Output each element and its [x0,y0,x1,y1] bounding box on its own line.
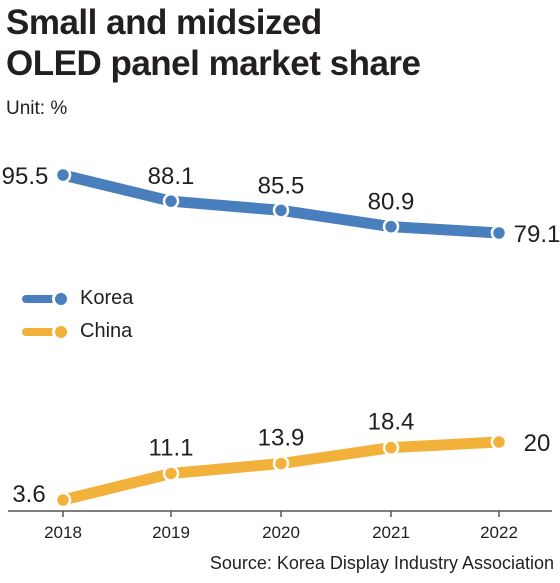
legend-swatch-china [22,322,72,341]
data-point-china-2021 [382,439,400,456]
data-point-korea-2020 [272,202,290,219]
data-point-china-2020 [272,455,290,472]
legend-line-korea [22,294,58,303]
data-label-korea-2020: 85.5 [258,172,305,199]
data-label-korea-2022: 79.1 [514,221,560,248]
unit-label: Unit: % [6,98,68,119]
source-note: Source: Korea Display Industry Associati… [209,553,554,573]
legend-label-korea: Korea [80,287,134,309]
x-tick-label-2020: 2020 [262,523,300,542]
chart-title: Small and midsized OLED panel market sha… [6,2,421,84]
x-tick-label-2019: 2019 [152,523,190,542]
x-tick-label-2018: 2018 [44,523,82,542]
x-tick-label-2022: 2022 [480,523,518,542]
x-tick-label-2021: 2021 [372,523,410,542]
data-label-china-2018: 3.6 [12,481,45,508]
data-point-korea-2021 [382,218,400,235]
data-point-china-2022 [490,433,508,451]
legend-item-china: China [22,320,132,343]
chart-title-line-2: OLED panel market share [6,44,421,83]
legend-line-china [22,327,58,336]
legend-item-korea: Korea [22,287,133,310]
data-label-china-2019: 11.1 [149,434,194,461]
data-point-china-2018 [54,491,72,509]
data-point-korea-2019 [162,192,180,210]
data-label-korea-2018: 95.5 [2,163,49,190]
data-point-korea-2022 [490,224,508,242]
data-point-korea-2018 [54,166,72,184]
data-label-china-2021: 18.4 [368,409,415,436]
legend-label-china: China [80,320,133,342]
legend-dot-china [52,322,70,341]
data-label-china-2020: 13.9 [258,425,305,452]
legend-swatch-korea [22,289,72,308]
data-point-china-2019 [162,465,180,482]
chart-title-line-1: Small and midsized [6,3,322,42]
data-label-korea-2021: 80.9 [368,189,415,216]
data-label-china-2022: 20 [524,430,551,457]
data-label-korea-2019: 88.1 [148,163,195,190]
legend-dot-korea [52,289,70,308]
